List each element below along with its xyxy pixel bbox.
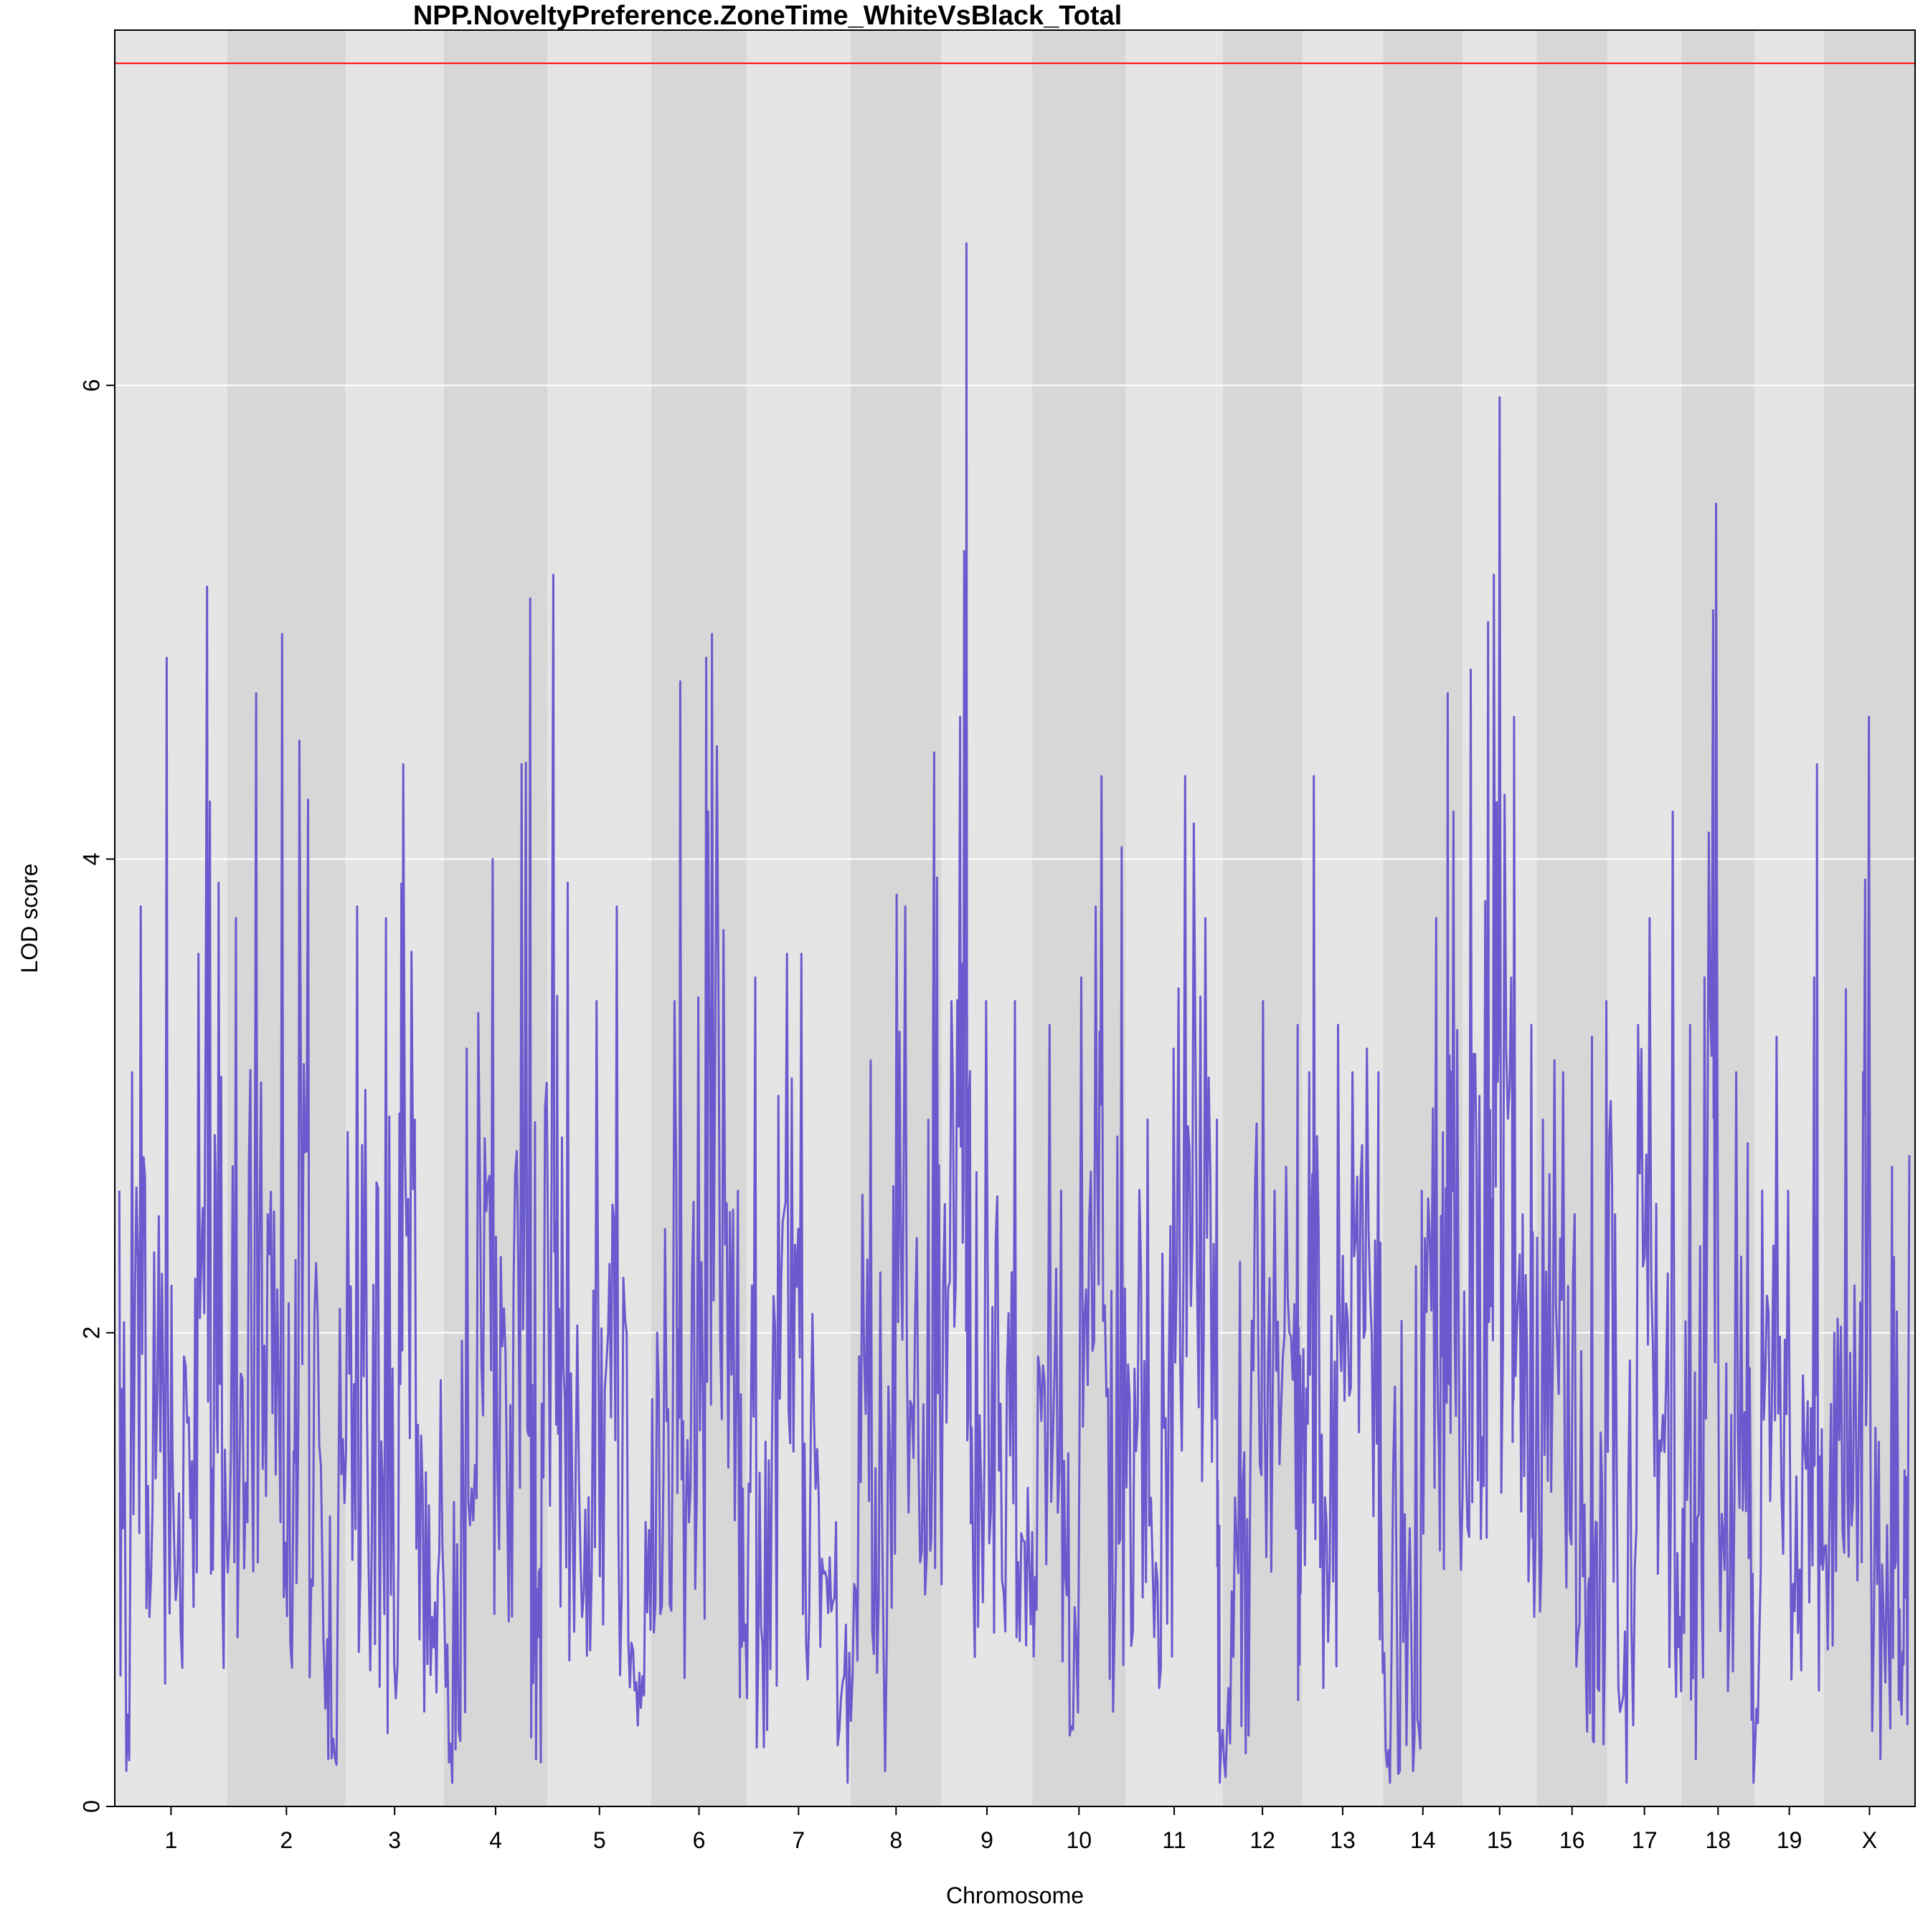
x-tick-label-19: 19 bbox=[1777, 1827, 1802, 1853]
chromosome-band-14 bbox=[1383, 30, 1463, 1806]
lod-series bbox=[118, 242, 1911, 1784]
y-axis-label: LOD score bbox=[16, 864, 42, 974]
x-tick-label-11: 11 bbox=[1162, 1827, 1186, 1853]
y-tick-label: 6 bbox=[78, 379, 104, 392]
y-axis: 0 2 4 6 bbox=[78, 379, 115, 1813]
x-tick-label-18: 18 bbox=[1705, 1827, 1731, 1853]
x-tick-label-x: X bbox=[1862, 1827, 1877, 1853]
chromosome-band-6 bbox=[651, 30, 747, 1806]
x-tick-label-17: 17 bbox=[1632, 1827, 1658, 1853]
x-tick-label-6: 6 bbox=[693, 1827, 706, 1853]
x-tick-label-15: 15 bbox=[1487, 1827, 1513, 1853]
x-tick-label-10: 10 bbox=[1067, 1827, 1092, 1853]
chromosome-band-9 bbox=[941, 30, 1033, 1806]
x-tick-label-4: 4 bbox=[489, 1827, 502, 1853]
x-tick-label-3: 3 bbox=[388, 1827, 401, 1853]
lod-series-line-0 bbox=[118, 242, 1911, 1784]
plot-frame bbox=[114, 29, 1916, 1807]
chart-title: NPP.NoveltyPreference.ZoneTime_WhiteVsBl… bbox=[413, 1, 1122, 31]
chromosome-band-7 bbox=[746, 30, 851, 1806]
chromosome-band-3 bbox=[345, 30, 444, 1806]
y-tick-label: 0 bbox=[78, 1800, 104, 1813]
x-tick-label-2: 2 bbox=[280, 1827, 293, 1853]
x-axis: 1 2 3 4 5 6 7 8 9 10 11 12 13 14 15 16 17 18 19 X bbox=[165, 1806, 1877, 1853]
x-tick-label-14: 14 bbox=[1410, 1827, 1436, 1853]
y-tick-label: 4 bbox=[78, 853, 104, 866]
x-tick-label-13: 13 bbox=[1330, 1827, 1356, 1853]
x-tick-label-12: 12 bbox=[1249, 1827, 1275, 1853]
x-tick-label-16: 16 bbox=[1559, 1827, 1585, 1853]
x-tick-label-5: 5 bbox=[593, 1827, 606, 1853]
x-axis-label: Chromosome bbox=[946, 1882, 1084, 1908]
x-tick-label-7: 7 bbox=[792, 1827, 805, 1853]
chromosome-band-11 bbox=[1125, 30, 1223, 1806]
x-tick-label-1: 1 bbox=[165, 1827, 178, 1853]
x-tick-label-9: 9 bbox=[980, 1827, 993, 1853]
y-tick-label: 2 bbox=[78, 1327, 104, 1339]
x-tick-label-8: 8 bbox=[889, 1827, 902, 1853]
